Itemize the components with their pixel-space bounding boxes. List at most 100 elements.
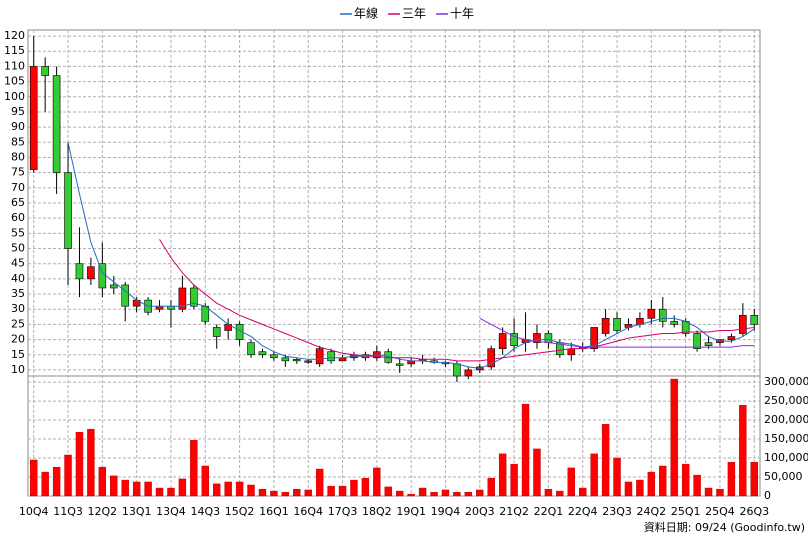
candle-body bbox=[270, 354, 278, 359]
volume-bar bbox=[384, 486, 392, 497]
y-tick-label: 105 bbox=[4, 75, 25, 88]
volume-bar bbox=[293, 488, 301, 497]
plot-frame bbox=[27, 29, 761, 497]
volume-bar bbox=[659, 465, 667, 497]
volume-bar bbox=[338, 485, 347, 497]
volume-bar bbox=[544, 488, 553, 497]
x-tick-label: 22Q1 bbox=[534, 505, 564, 518]
volume-bar bbox=[315, 468, 324, 497]
candle-body bbox=[327, 351, 335, 362]
volume-bar bbox=[190, 439, 198, 497]
volume-bar bbox=[681, 463, 690, 497]
candle-body bbox=[670, 321, 679, 325]
candle-body bbox=[178, 287, 187, 310]
volume-bar bbox=[98, 466, 107, 497]
candle-body bbox=[544, 333, 553, 343]
y-tick-label: 90 bbox=[11, 120, 25, 133]
volume-bar bbox=[704, 487, 713, 497]
legend-label: 年線 bbox=[354, 6, 378, 21]
candle-body bbox=[75, 263, 84, 280]
volume-bar bbox=[167, 487, 175, 497]
candle-body bbox=[647, 308, 656, 319]
candle-body bbox=[567, 348, 576, 356]
volume-bar bbox=[144, 481, 152, 497]
y-tick-label: 10 bbox=[11, 363, 25, 376]
volume-bar bbox=[567, 467, 575, 497]
y2-tick-label: 150,000 bbox=[764, 432, 808, 445]
x-tick-label: 25Q4 bbox=[705, 505, 735, 518]
volume-bar bbox=[487, 477, 495, 497]
volume-bar bbox=[613, 457, 621, 497]
x-tick-label: 23Q3 bbox=[602, 505, 632, 518]
y-tick-label: 30 bbox=[11, 302, 25, 315]
volume-bar bbox=[270, 490, 278, 497]
volume-bar bbox=[155, 487, 164, 497]
y-tick-label: 85 bbox=[11, 135, 25, 148]
volume-bar bbox=[41, 471, 49, 497]
candle-body bbox=[601, 318, 610, 334]
volume-bar bbox=[533, 448, 541, 497]
x-tick-label: 22Q4 bbox=[568, 505, 598, 518]
ma-line bbox=[159, 239, 755, 362]
y2-tick-label: 0 bbox=[764, 489, 771, 502]
candle-body bbox=[727, 336, 736, 340]
candle-body bbox=[247, 342, 255, 356]
x-tick-label: 14Q3 bbox=[190, 505, 220, 518]
volume-bar bbox=[396, 490, 404, 497]
volume-bar bbox=[224, 481, 232, 497]
volume-bar bbox=[441, 489, 450, 497]
y-tick-label: 70 bbox=[11, 181, 25, 194]
volume-bar bbox=[498, 453, 507, 497]
volume-bar bbox=[361, 477, 370, 497]
volume-bar bbox=[590, 453, 598, 497]
y-tick-label: 20 bbox=[11, 333, 25, 346]
candle-body bbox=[29, 66, 38, 170]
candle-body bbox=[52, 75, 61, 173]
x-tick-label: 19Q4 bbox=[431, 505, 461, 518]
volume-bar bbox=[213, 483, 221, 497]
volume-bar bbox=[373, 467, 381, 497]
x-tick-label: 13Q4 bbox=[156, 505, 186, 518]
legend-label: 三年 bbox=[402, 7, 426, 21]
volume-bar bbox=[247, 484, 255, 497]
y2-tick-label: 200,000 bbox=[764, 413, 808, 426]
volume-bar bbox=[30, 459, 38, 497]
candle-body bbox=[693, 333, 701, 349]
candle-body bbox=[613, 318, 621, 331]
volume-bar bbox=[670, 378, 678, 497]
candle-body bbox=[704, 342, 713, 346]
volume-bar bbox=[178, 478, 187, 497]
x-tick-label: 17Q3 bbox=[328, 505, 358, 518]
volume-bar bbox=[716, 488, 724, 497]
candle-body bbox=[41, 66, 49, 76]
candle-body bbox=[281, 357, 290, 362]
volume-bar bbox=[601, 424, 610, 497]
y-tick-label: 80 bbox=[11, 150, 25, 163]
candle-body bbox=[739, 314, 747, 334]
candle-body bbox=[658, 308, 667, 322]
y-tick-label: 120 bbox=[4, 29, 25, 42]
x-tick-label: 12Q2 bbox=[88, 505, 118, 518]
volume-bar bbox=[510, 463, 518, 497]
volume-bar bbox=[110, 475, 118, 497]
candle-body bbox=[750, 314, 759, 325]
volume-bar bbox=[464, 492, 473, 497]
candle-body bbox=[292, 359, 301, 362]
y-tick-label: 110 bbox=[4, 59, 25, 72]
y-tick-label: 100 bbox=[4, 90, 25, 103]
source-note: 資料日期: 09/24 (Goodinfo.tw) bbox=[644, 520, 805, 534]
volume-bar bbox=[201, 465, 209, 497]
candle-body bbox=[453, 363, 461, 377]
volume-bar bbox=[52, 466, 61, 497]
volume-bar bbox=[750, 462, 758, 497]
volume-bar bbox=[453, 492, 461, 497]
volume-bar bbox=[418, 487, 427, 497]
volume-bar bbox=[636, 479, 644, 497]
candle-body bbox=[212, 327, 221, 337]
y2-tick-label: 300,000 bbox=[764, 375, 808, 388]
volume-bar bbox=[235, 481, 244, 497]
y2-tick-label: 50,000 bbox=[764, 470, 803, 483]
volume-bar bbox=[75, 432, 84, 497]
volume-bar bbox=[281, 492, 290, 497]
